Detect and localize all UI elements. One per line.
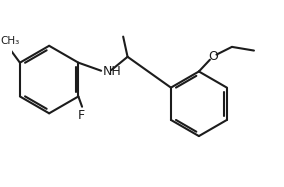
Text: NH: NH [103,65,121,78]
Text: F: F [78,109,85,122]
Text: O: O [208,50,218,63]
Text: CH₃: CH₃ [0,36,20,46]
